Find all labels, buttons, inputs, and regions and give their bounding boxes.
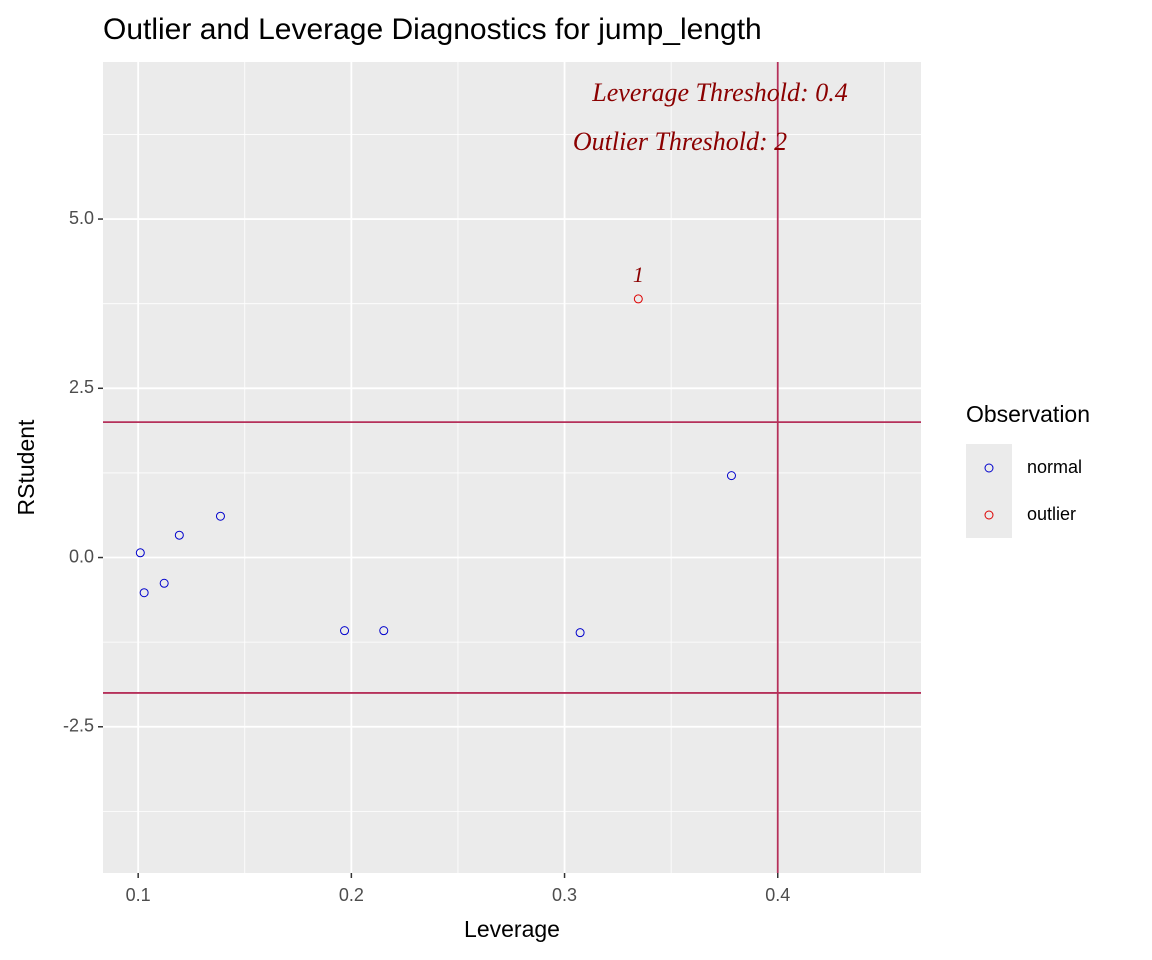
y-tick-label: 0.0 — [69, 546, 94, 566]
point — [340, 626, 350, 636]
legend-label: outlier — [1027, 504, 1076, 524]
y-tick-label: -2.5 — [63, 716, 94, 736]
chart-title: Outlier and Leverage Diagnostics for jum… — [103, 13, 762, 46]
x-tick-label: 0.1 — [126, 885, 151, 905]
x-tick-label: 0.4 — [765, 885, 790, 905]
plot-panel — [103, 62, 921, 873]
y-axis-title: RStudent — [13, 419, 39, 516]
y-tick-label: 5.0 — [69, 208, 94, 228]
legend-label: normal — [1027, 457, 1082, 477]
legend-marker — [984, 463, 994, 473]
y-tick-label: 2.5 — [69, 377, 94, 397]
point — [159, 578, 169, 588]
point — [379, 626, 389, 636]
legend-key — [966, 444, 1012, 491]
point — [135, 548, 145, 558]
x-tick-label: 0.3 — [552, 885, 577, 905]
annotation: Outlier Threshold: 2 — [573, 127, 787, 156]
legend-key — [966, 491, 1012, 538]
point — [726, 471, 736, 481]
point — [139, 588, 149, 598]
point — [215, 511, 225, 521]
annotation: Leverage Threshold: 0.4 — [591, 78, 847, 107]
point — [575, 628, 585, 638]
x-tick-label: 0.2 — [339, 885, 364, 905]
point — [633, 294, 643, 304]
x-axis-title: Leverage — [464, 916, 560, 942]
legend-title: Observation — [966, 401, 1090, 427]
point-label: 1 — [633, 262, 644, 287]
legend-marker — [984, 510, 994, 520]
point — [174, 530, 184, 540]
